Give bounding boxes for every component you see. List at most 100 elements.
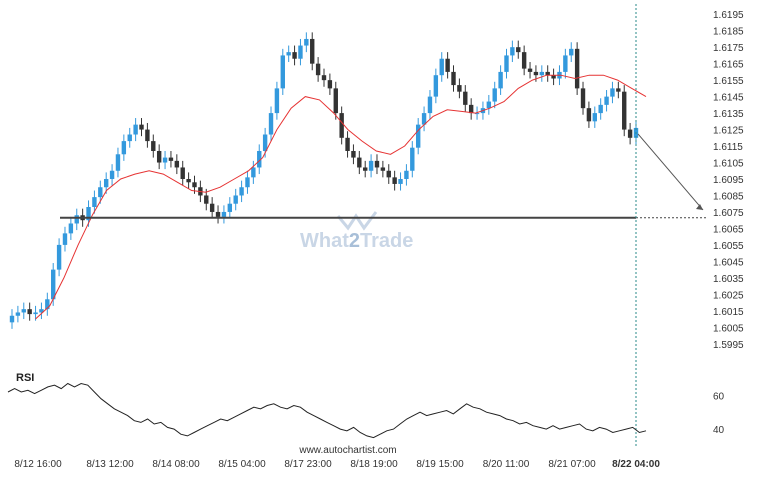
candle-body <box>33 312 38 315</box>
candle-body <box>156 150 162 163</box>
candle-body <box>139 124 144 130</box>
price-tick-label: 1.6135 <box>713 109 744 120</box>
time-tick-label: 8/22 04:00 <box>612 459 660 470</box>
candle-body <box>257 150 262 168</box>
candle-body <box>463 91 468 105</box>
candle-body <box>133 124 138 135</box>
candle-body <box>145 129 150 142</box>
candle-body <box>563 55 568 72</box>
candle-body <box>516 47 521 53</box>
candle-body <box>115 154 121 171</box>
time-axis: 8/12 16:00 8/13 12:00 8/14 08:00 8/15 04:00… <box>14 459 660 470</box>
candle-body <box>569 48 574 56</box>
candle-body <box>545 71 550 76</box>
price-tick-label: 1.6165 <box>713 60 744 71</box>
candle-body <box>533 71 539 76</box>
svg-text:What2Trade: What2Trade <box>300 230 413 252</box>
candle-body <box>9 315 15 323</box>
moving-average-line <box>35 74 647 320</box>
candle-body <box>510 47 515 56</box>
candle-body <box>451 71 456 86</box>
candle-body <box>192 182 197 188</box>
time-tick-label: 8/17 23:00 <box>284 459 332 470</box>
candle-body <box>610 88 615 97</box>
candle-body <box>421 113 427 125</box>
candle-body <box>627 129 633 138</box>
candle-body <box>604 96 609 105</box>
candle-body <box>262 134 268 151</box>
price-tick-label: 1.6085 <box>713 191 744 202</box>
candle-body <box>151 141 156 151</box>
candle-body <box>616 88 621 92</box>
price-tick-label: 1.6175 <box>713 43 744 54</box>
price-tick-label: 1.6075 <box>713 208 744 219</box>
candle-body <box>221 211 227 217</box>
candle-body <box>251 167 256 178</box>
candle-body <box>457 85 462 92</box>
candle-body <box>280 55 285 89</box>
candle-body <box>574 48 580 89</box>
candle-body <box>62 233 68 245</box>
time-tick-label: 8/18 19:00 <box>350 459 398 470</box>
time-tick-label: 8/21 07:00 <box>548 459 596 470</box>
candle-body <box>551 75 556 79</box>
candle-body <box>103 179 109 188</box>
candle-body <box>521 52 527 69</box>
candle-body <box>622 91 627 130</box>
price-tick-label: 1.6185 <box>713 27 744 38</box>
candle-body <box>445 58 450 72</box>
rsi-line <box>7 382 647 439</box>
price-tick-label: 1.5995 <box>713 340 744 351</box>
candle-body <box>68 223 74 234</box>
candle-body <box>527 68 533 72</box>
candle-body <box>310 38 315 64</box>
candle-body <box>504 55 509 72</box>
candle-body <box>368 160 374 171</box>
candle-body <box>327 80 333 89</box>
candle-body <box>233 195 238 204</box>
rsi-axis: 60 40 <box>713 391 725 436</box>
time-tick-label: 8/13 12:00 <box>86 459 134 470</box>
candle-body <box>86 207 91 221</box>
candle-body <box>427 96 433 114</box>
price-tick-label: 1.6115 <box>713 142 743 153</box>
candle-body <box>398 179 403 184</box>
price-tick-label: 1.6065 <box>713 224 744 235</box>
candle-body <box>380 167 386 171</box>
price-tick-label: 1.6195 <box>713 10 744 21</box>
candle-body <box>363 167 368 171</box>
candle-body <box>374 160 380 168</box>
projection-arrow-line <box>637 133 704 211</box>
candles-layer <box>9 32 639 329</box>
candle-body <box>586 108 592 122</box>
candle-body <box>51 269 56 300</box>
price-tick-label: 1.6005 <box>713 323 744 334</box>
price-tick-label: 1.6145 <box>713 93 744 104</box>
candle-body <box>439 58 444 76</box>
candle-body <box>127 134 132 142</box>
candle-body <box>592 113 597 122</box>
watermark: What2Trade <box>300 211 413 252</box>
candle-body <box>345 137 350 151</box>
candle-body <box>56 244 62 270</box>
price-tick-label: 1.6045 <box>713 257 744 268</box>
price-tick-label: 1.6015 <box>713 307 744 318</box>
rsi-tick-label: 60 <box>713 391 725 402</box>
candle-body <box>351 150 356 158</box>
time-tick-label: 8/19 15:00 <box>416 459 464 470</box>
watermark-text-2: 2 <box>349 230 360 252</box>
price-tick-label: 1.6025 <box>713 290 744 301</box>
price-tick-label: 1.6035 <box>713 274 744 285</box>
footer-url: www.autochartist.com <box>298 445 396 456</box>
candle-body <box>204 195 209 204</box>
rsi-tick-label: 40 <box>713 425 725 436</box>
candle-body <box>292 52 297 59</box>
candle-body <box>580 88 586 109</box>
price-tick-label: 1.6105 <box>713 159 744 170</box>
candle-body <box>109 170 115 179</box>
projection-arrowhead-icon <box>696 203 703 210</box>
price-tick-label: 1.6155 <box>713 76 744 87</box>
candle-body <box>404 170 409 179</box>
